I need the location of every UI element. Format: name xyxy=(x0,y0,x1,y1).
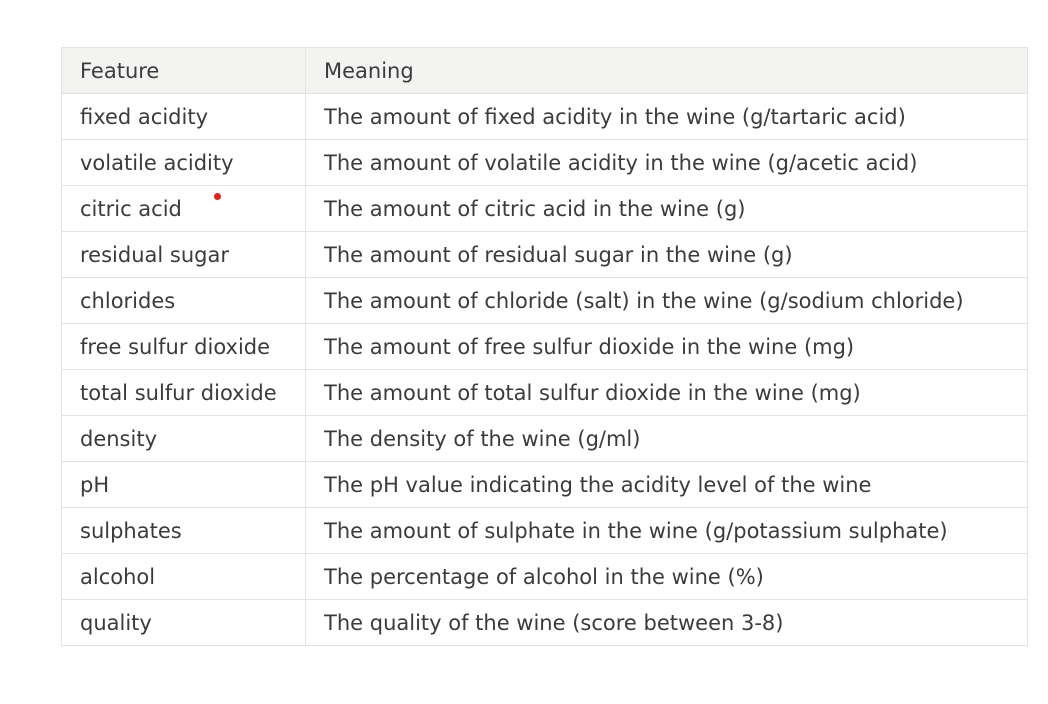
table-row: total sulfur dioxide The amount of total… xyxy=(61,369,1028,416)
table-row: free sulfur dioxide The amount of free s… xyxy=(61,323,1028,370)
cursor-dot-icon xyxy=(214,193,221,200)
feature-table-container: Feature Meaning fixed acidity The amount… xyxy=(61,47,1028,646)
meaning-cell: The amount of chloride (salt) in the win… xyxy=(305,277,1028,324)
table-row: citric acid The amount of citric acid in… xyxy=(61,185,1028,232)
table-row: residual sugar The amount of residual su… xyxy=(61,231,1028,278)
feature-cell: citric acid xyxy=(61,185,306,232)
table-header-row: Feature Meaning xyxy=(61,47,1028,94)
feature-cell: chlorides xyxy=(61,277,306,324)
column-header-feature: Feature xyxy=(61,47,306,94)
column-header-meaning: Meaning xyxy=(305,47,1028,94)
feature-cell: quality xyxy=(61,599,306,646)
feature-cell: total sulfur dioxide xyxy=(61,369,306,416)
meaning-cell: The amount of citric acid in the wine (g… xyxy=(305,185,1028,232)
feature-cell: free sulfur dioxide xyxy=(61,323,306,370)
meaning-cell: The amount of fixed acidity in the wine … xyxy=(305,93,1028,140)
table-row: density The density of the wine (g/ml) xyxy=(61,415,1028,462)
feature-cell: alcohol xyxy=(61,553,306,600)
table-row: fixed acidity The amount of fixed acidit… xyxy=(61,93,1028,140)
feature-cell: fixed acidity xyxy=(61,93,306,140)
meaning-cell: The percentage of alcohol in the wine (%… xyxy=(305,553,1028,600)
feature-cell: residual sugar xyxy=(61,231,306,278)
table-row: sulphates The amount of sulphate in the … xyxy=(61,507,1028,554)
meaning-cell: The amount of residual sugar in the wine… xyxy=(305,231,1028,278)
feature-cell: density xyxy=(61,415,306,462)
meaning-cell: The amount of sulphate in the wine (g/po… xyxy=(305,507,1028,554)
meaning-cell: The pH value indicating the acidity leve… xyxy=(305,461,1028,508)
feature-cell: pH xyxy=(61,461,306,508)
feature-table: Feature Meaning fixed acidity The amount… xyxy=(61,47,1028,646)
table-row: alcohol The percentage of alcohol in the… xyxy=(61,553,1028,600)
meaning-cell: The amount of free sulfur dioxide in the… xyxy=(305,323,1028,370)
meaning-cell: The density of the wine (g/ml) xyxy=(305,415,1028,462)
feature-cell: volatile acidity xyxy=(61,139,306,186)
feature-cell: sulphates xyxy=(61,507,306,554)
table-row: quality The quality of the wine (score b… xyxy=(61,599,1028,646)
table-row: chlorides The amount of chloride (salt) … xyxy=(61,277,1028,324)
table-row: volatile acidity The amount of volatile … xyxy=(61,139,1028,186)
meaning-cell: The quality of the wine (score between 3… xyxy=(305,599,1028,646)
meaning-cell: The amount of volatile acidity in the wi… xyxy=(305,139,1028,186)
meaning-cell: The amount of total sulfur dioxide in th… xyxy=(305,369,1028,416)
table-row: pH The pH value indicating the acidity l… xyxy=(61,461,1028,508)
